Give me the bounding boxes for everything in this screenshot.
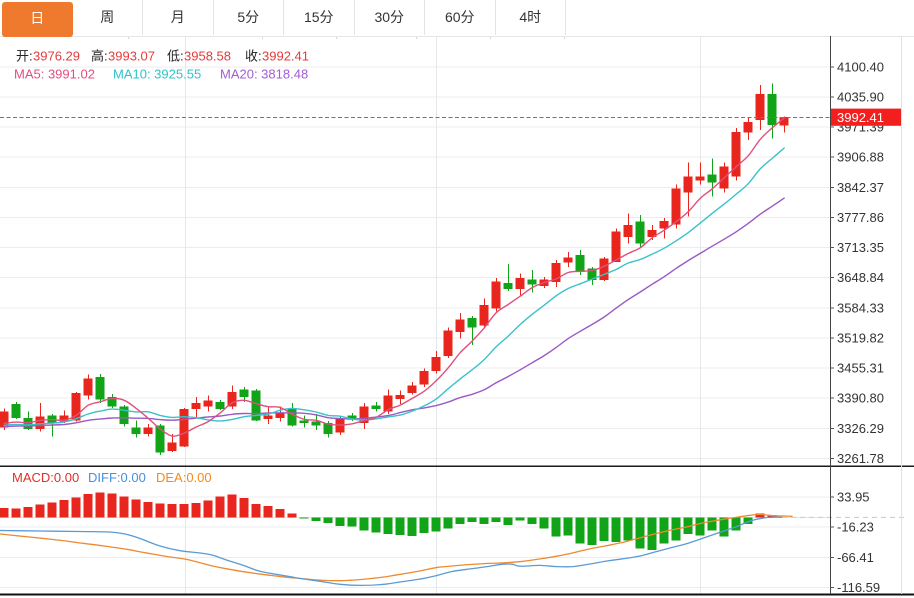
svg-text:DEA:0.00: DEA:0.00	[156, 470, 212, 485]
svg-text:DIFF:0.00: DIFF:0.00	[88, 470, 146, 485]
svg-text:3992.41: 3992.41	[837, 110, 884, 125]
svg-text:3584.33: 3584.33	[837, 300, 884, 315]
svg-text:4100.40: 4100.40	[837, 59, 884, 74]
svg-text:MA5: 3991.02: MA5: 3991.02	[14, 67, 95, 82]
svg-text:-16.23: -16.23	[837, 520, 874, 535]
svg-text:3648.84: 3648.84	[837, 270, 884, 285]
svg-text:-66.41: -66.41	[837, 550, 874, 565]
svg-text:开:: 开:	[16, 49, 33, 64]
svg-text:MA20: 3818.48: MA20: 3818.48	[220, 67, 308, 82]
svg-text:MACD:0.00: MACD:0.00	[12, 470, 79, 485]
svg-text:3455.31: 3455.31	[837, 361, 884, 376]
svg-text:33.95: 33.95	[837, 490, 870, 505]
svg-text:3326.29: 3326.29	[837, 421, 884, 436]
svg-text:收:: 收:	[245, 49, 262, 64]
svg-text:低:: 低:	[167, 49, 184, 64]
svg-text:3713.35: 3713.35	[837, 240, 884, 255]
svg-text:3842.37: 3842.37	[837, 180, 884, 195]
svg-text:MA10: 3925.55: MA10: 3925.55	[113, 67, 201, 82]
svg-text:3958.58: 3958.58	[184, 49, 231, 64]
svg-text:3992.41: 3992.41	[262, 49, 309, 64]
svg-text:3906.88: 3906.88	[837, 150, 884, 165]
svg-text:-116.59: -116.59	[837, 580, 880, 595]
svg-text:3976.29: 3976.29	[33, 49, 80, 64]
svg-text:3519.82: 3519.82	[837, 331, 884, 346]
svg-text:3261.78: 3261.78	[837, 451, 884, 466]
svg-text:高:: 高:	[91, 49, 108, 64]
svg-text:4035.90: 4035.90	[837, 89, 884, 104]
svg-text:3993.07: 3993.07	[108, 49, 155, 64]
svg-text:3777.86: 3777.86	[837, 210, 884, 225]
svg-text:3390.80: 3390.80	[837, 391, 884, 406]
